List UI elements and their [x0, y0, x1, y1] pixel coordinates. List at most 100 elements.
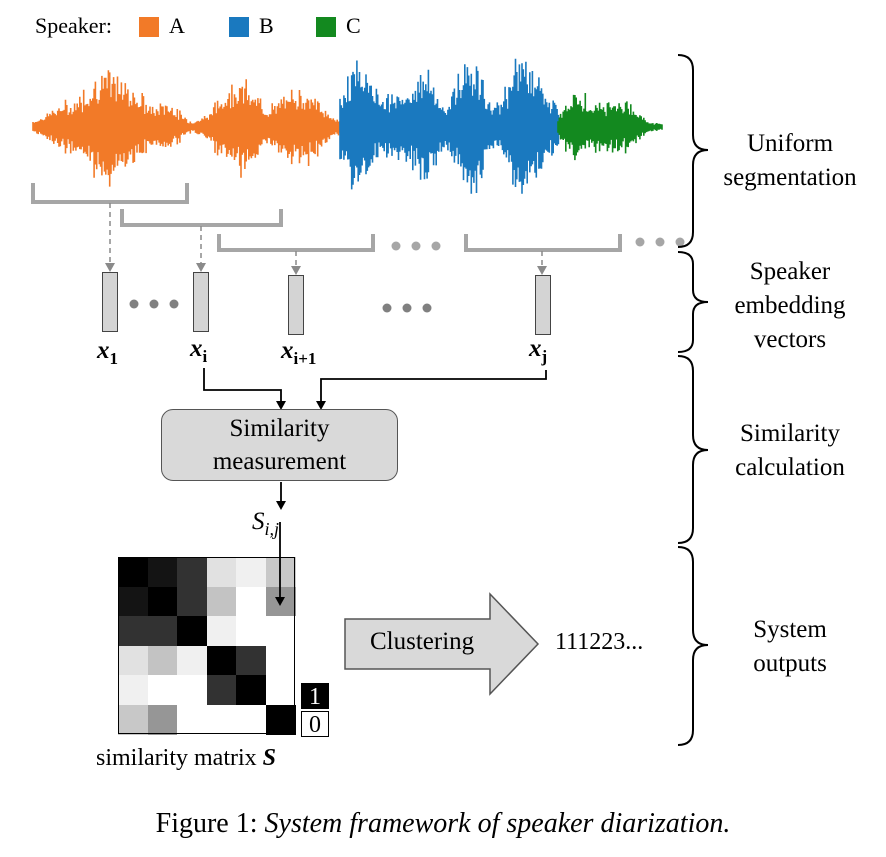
brace-similarity	[677, 355, 709, 544]
similarity-measurement-box: Similarity measurement	[161, 409, 398, 481]
vector-label-xi1: xi+1	[281, 337, 316, 369]
matrix-cell	[265, 675, 296, 705]
embedding-arrowheads	[105, 263, 547, 275]
legend-swatch-b	[229, 17, 249, 37]
stage-speaker-embedding: Speaker embedding vectors	[690, 255, 886, 357]
matrix-caption-symbol: S	[262, 745, 276, 771]
segment-brackets	[31, 183, 622, 252]
vector-label-xi: xi	[190, 335, 207, 367]
stage-uniform-segmentation: Uniform segmentation	[690, 127, 886, 195]
legend-label-c: C	[346, 13, 361, 38]
embedding-arrows	[109, 203, 543, 266]
matrix-cell	[206, 616, 237, 646]
matrix-cell	[147, 675, 178, 705]
legend-swatch-a	[139, 17, 159, 37]
similarity-box-line2: measurement	[212, 448, 347, 475]
matrix-cell	[265, 704, 296, 735]
matrix-cell	[177, 675, 207, 705]
similarity-matrix-frame	[118, 557, 295, 734]
vector-label-xj: xj	[529, 335, 547, 367]
vector-symbol: x	[281, 337, 294, 364]
score-symbol: S	[252, 508, 265, 535]
matrix-cell	[206, 557, 237, 587]
brace-outputs	[677, 546, 709, 746]
matrix-cell	[265, 645, 296, 676]
embedding-vector-i-plus-1	[288, 275, 304, 335]
legend-label-b: B	[259, 13, 274, 38]
matrix-cell	[118, 704, 148, 735]
figure-caption: Figure 1: System framework of speaker di…	[0, 808, 886, 840]
segment-bracket-3	[217, 234, 375, 252]
vector-subscript: i	[202, 347, 208, 366]
matrix-cell	[206, 645, 237, 676]
clustering-label: Clustering	[370, 628, 475, 655]
vector-subscript: 1	[109, 349, 119, 368]
matrix-cell	[177, 704, 207, 735]
vector-subscript: i+1	[293, 349, 317, 368]
matrix-cell	[177, 557, 207, 587]
matrix-cell	[236, 704, 266, 735]
segment-bracket-2	[120, 209, 283, 227]
matrix-cell	[265, 616, 296, 646]
stage-label-line: embedding	[734, 292, 846, 319]
matrix-cell	[147, 557, 178, 587]
stage-label-line: Similarity	[740, 420, 840, 447]
caption-text: System framework of speaker diarization.	[264, 808, 731, 839]
matrix-cell	[206, 586, 237, 617]
vector-symbol: x	[190, 335, 203, 362]
waveform-speaker-c	[557, 93, 663, 161]
matrix-caption-text: similarity matrix	[96, 745, 263, 771]
matrix-cell	[118, 616, 148, 646]
stage-label-line: calculation	[735, 454, 845, 481]
stage-label-line: segmentation	[723, 164, 857, 191]
vector-symbol: x	[529, 335, 542, 362]
matrix-cell	[147, 616, 178, 646]
matrix-cell	[118, 675, 148, 705]
matrix-cell	[206, 675, 237, 705]
matrix-caption: similarity matrix S	[96, 745, 276, 772]
stage-label-line: vectors	[753, 326, 827, 353]
scale-high-box: 1	[301, 683, 329, 710]
segment-bracket-4	[464, 234, 622, 252]
matrix-cell	[177, 645, 207, 676]
similarity-input-arrows	[203, 368, 547, 502]
embedding-vector-j	[535, 275, 551, 335]
similarity-arrowheads	[276, 401, 326, 510]
stage-braces	[677, 54, 709, 746]
legend-label-a: A	[169, 13, 185, 38]
score-subscript: i,j	[264, 519, 280, 539]
stage-system-outputs: System outputs	[690, 613, 886, 681]
matrix-cell	[118, 586, 148, 617]
matrix-cell	[236, 557, 266, 587]
stage-label-line: outputs	[753, 650, 827, 677]
stage-label-line: Uniform	[746, 130, 834, 157]
embedding-vector-i	[193, 272, 209, 332]
legend-title: Speaker:	[35, 13, 112, 38]
vector-ellipsis	[129, 299, 432, 313]
stage-label-line: System	[753, 616, 827, 643]
waveform-speaker-b	[339, 58, 561, 194]
matrix-cell	[147, 645, 178, 676]
segment-ellipsis	[391, 237, 685, 251]
output-sequence: 111223...	[555, 629, 644, 655]
vector-label-x1: x1	[97, 337, 118, 369]
vector-symbol: x	[97, 337, 110, 364]
stage-similarity-calculation: Similarity calculation	[690, 417, 886, 485]
matrix-cell	[177, 616, 207, 646]
matrix-cell	[147, 586, 178, 617]
matrix-cell	[118, 557, 148, 587]
vector-subscript: j	[541, 347, 548, 366]
waveform-speaker-a	[32, 70, 341, 187]
matrix-cell	[206, 704, 237, 735]
embedding-vector-1	[102, 272, 118, 332]
matrix-cell	[236, 675, 266, 705]
brace-segmentation	[677, 54, 709, 248]
legend-swatch-c	[316, 17, 336, 37]
scale-low-box: 0	[301, 711, 329, 738]
clustering-arrow	[344, 592, 540, 696]
caption-prefix: Figure 1:	[155, 808, 265, 839]
matrix-cell	[236, 586, 266, 617]
matrix-cell	[118, 645, 148, 676]
